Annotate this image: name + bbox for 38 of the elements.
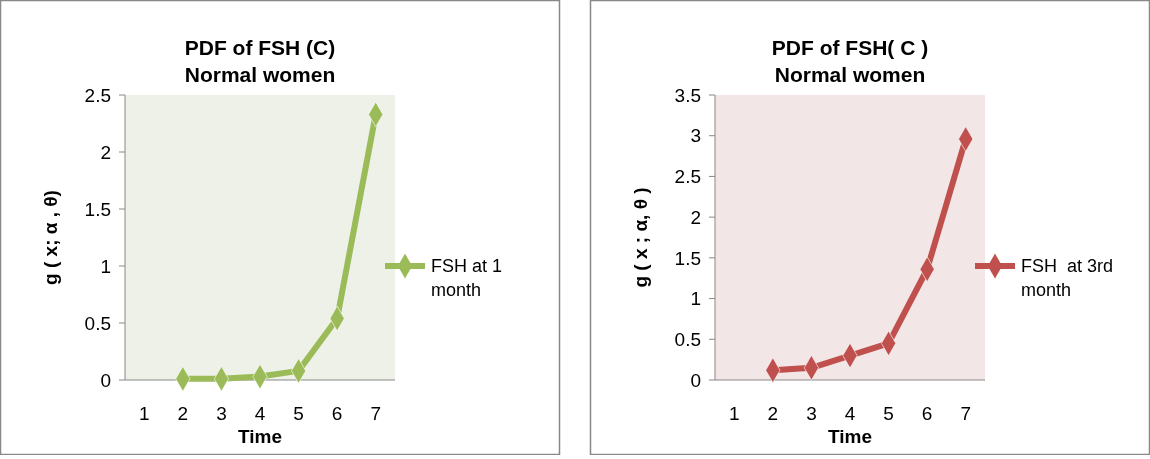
x-tick-label: 6	[331, 403, 343, 424]
legend-label: FSH at 3rd month	[1021, 256, 1114, 300]
x-tick-label: 2	[177, 403, 189, 424]
x-tick-label: 2	[767, 403, 779, 424]
x-tick-label: 4	[844, 403, 856, 424]
y-tick-label: 1	[100, 255, 111, 277]
y-tick-label: 2.5	[84, 84, 111, 106]
y-tick-label: 0.5	[674, 328, 701, 350]
x-tick-label: 1	[139, 403, 150, 424]
y-tick-label: 3	[690, 125, 701, 147]
x-tick-label: 6	[921, 403, 933, 424]
y-tick-label: 1	[690, 288, 701, 310]
x-tick-label: 3	[806, 403, 817, 424]
y-tick-label: 0	[690, 369, 701, 391]
y-tick-label: 0.5	[84, 312, 111, 334]
x-tick-label: 5	[293, 403, 304, 424]
y-tick-label: 2.5	[674, 166, 701, 188]
chart-title: PDF of FSH (C)	[184, 36, 336, 59]
x-tick-label: 3	[216, 403, 227, 424]
y-tick-label: 1.5	[674, 247, 701, 269]
chart-subtitle: Normal women	[774, 63, 926, 86]
y-axis-title: g ( x ; α, θ )	[630, 187, 651, 288]
y-tick-label: 3.5	[674, 84, 701, 106]
y-axis-title: g ( x; α , θ)	[40, 190, 61, 285]
y-tick-label: 2	[690, 206, 701, 228]
y-tick-label: 2	[100, 141, 111, 163]
chart-subtitle: Normal women	[184, 63, 336, 86]
x-tick-label: 7	[960, 403, 971, 424]
x-axis-title: Time	[237, 426, 283, 447]
x-tick-label: 5	[883, 403, 894, 424]
chart-title: PDF of FSH( C )	[771, 36, 929, 59]
legend-label: FSH at 1 month	[431, 256, 503, 300]
x-tick-label: 4	[254, 403, 266, 424]
x-tick-label: 7	[370, 403, 381, 424]
y-tick-label: 0	[100, 369, 111, 391]
x-tick-label: 1	[729, 403, 740, 424]
y-tick-label: 1.5	[84, 198, 111, 220]
x-axis-title: Time	[827, 426, 873, 447]
